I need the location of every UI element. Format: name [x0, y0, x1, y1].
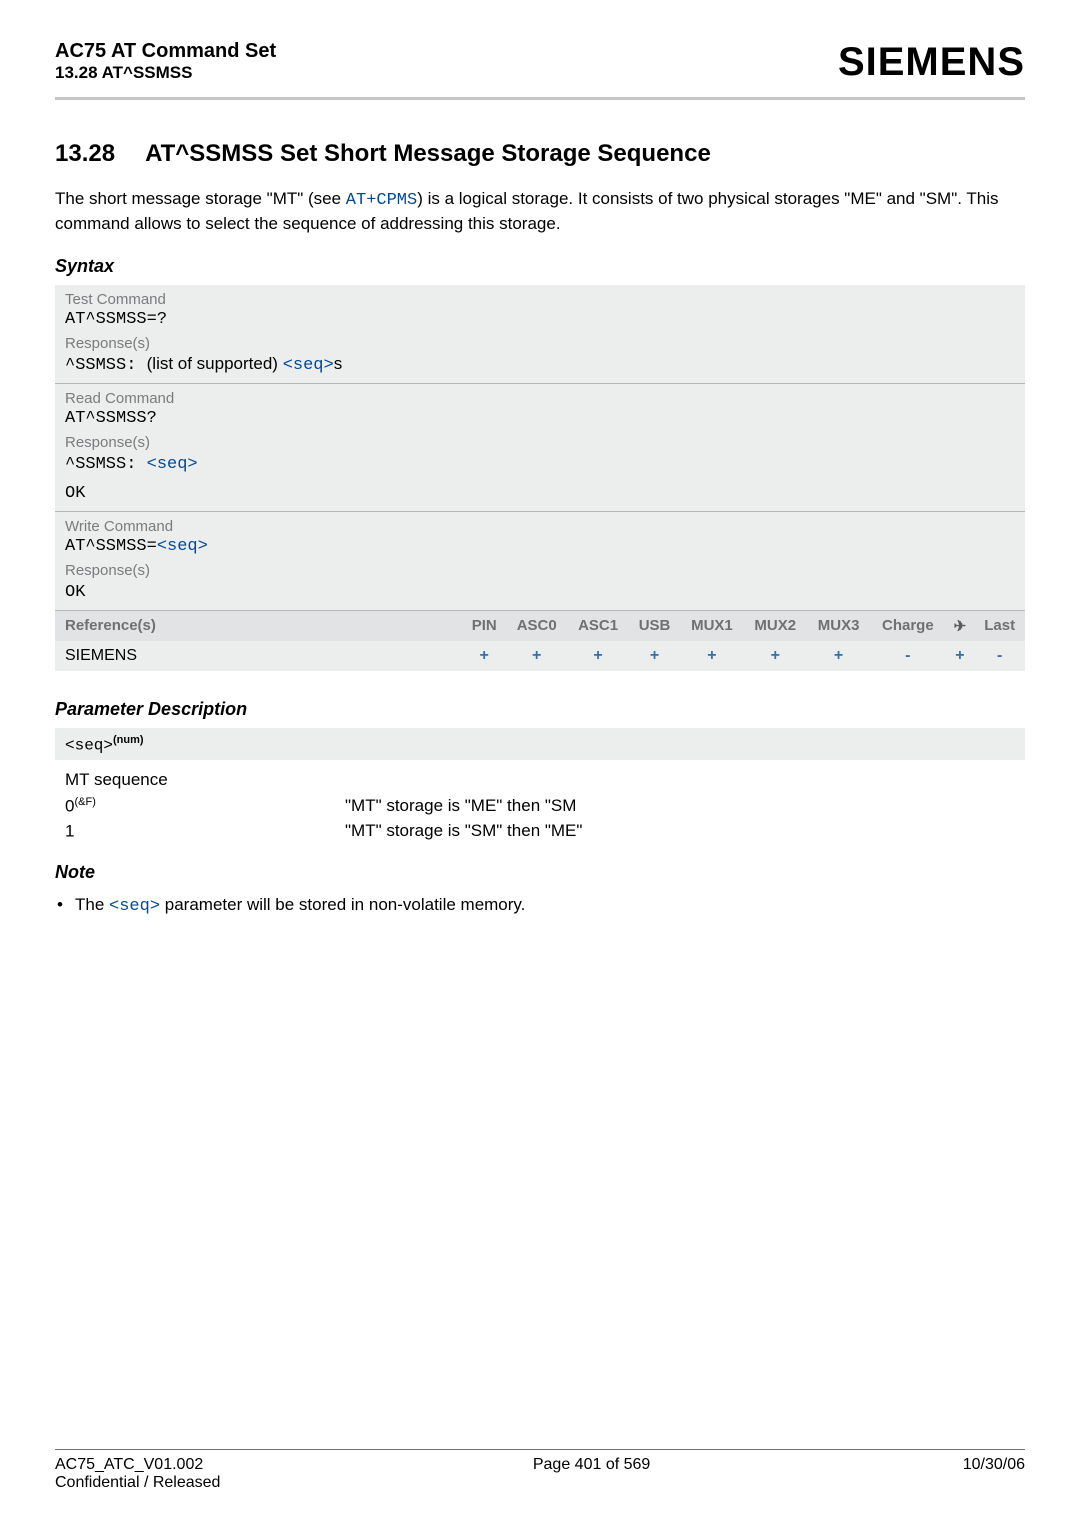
- value-desc-0: "MT" storage is "ME" then "SM: [345, 796, 576, 817]
- read-command-label: Read Command: [55, 384, 1025, 407]
- note-param-seq: <seq>: [109, 897, 160, 916]
- read-resp-prefix: ^SSMSS:: [65, 455, 147, 474]
- ref-col-mux2: MUX2: [744, 611, 807, 641]
- read-response-line2: OK: [55, 482, 1025, 511]
- doc-subtitle: 13.28 AT^SSMSS: [55, 63, 276, 83]
- ref-col-mux1: MUX1: [680, 611, 743, 641]
- write-cmd-param: <seq>: [157, 537, 208, 556]
- page-footer: AC75_ATC_V01.002 Confidential / Released…: [55, 1449, 1025, 1492]
- test-command: AT^SSMSS=?: [55, 308, 1025, 335]
- write-command-label: Write Command: [55, 512, 1025, 535]
- test-resp-mid: (list of supported): [147, 354, 283, 373]
- read-response-line1: ^SSMSS: <seq>: [55, 451, 1025, 482]
- read-resp-ok: OK: [65, 484, 85, 503]
- ref-val-1: +: [506, 641, 567, 671]
- footer-confidential: Confidential / Released: [55, 1474, 220, 1492]
- test-resp-param: <seq>: [283, 356, 334, 375]
- footer-divider: [55, 1449, 1025, 1450]
- test-response: ^SSMSS: (list of supported) <seq>s: [55, 352, 1025, 383]
- value-key-0-sup: (&F): [74, 796, 95, 808]
- ref-val-9: -: [974, 641, 1025, 671]
- ref-col-asc0: ASC0: [506, 611, 567, 641]
- ref-col-charge: Charge: [870, 611, 945, 641]
- ref-col-asc1: ASC1: [567, 611, 628, 641]
- section-heading: 13.28 AT^SSMSS Set Short Message Storage …: [55, 140, 1025, 168]
- syntax-block: Test Command AT^SSMSS=? Response(s) ^SSM…: [55, 285, 1025, 671]
- ref-val-6: +: [807, 641, 870, 671]
- ref-col-plane: ✈: [945, 611, 974, 641]
- ref-col-last: Last: [974, 611, 1025, 641]
- read-command: AT^SSMSS?: [55, 407, 1025, 434]
- test-response-label: Response(s): [55, 335, 1025, 352]
- footer-date: 10/30/06: [963, 1456, 1025, 1492]
- write-cmd-prefix: AT^SSMSS=: [65, 537, 157, 556]
- header-left: AC75 AT Command Set 13.28 AT^SSMSS: [55, 40, 276, 83]
- airplane-icon: ✈: [954, 617, 967, 635]
- read-resp-param: <seq>: [147, 455, 198, 474]
- note-pre: The: [75, 895, 109, 914]
- doc-title: AC75 AT Command Set: [55, 40, 276, 63]
- mt-sequence-label: MT sequence: [55, 766, 1025, 794]
- value-row-0: 0(&F) "MT" storage is "ME" then "SM: [55, 794, 1025, 819]
- ref-val-7: -: [870, 641, 945, 671]
- footer-version: AC75_ATC_V01.002: [55, 1456, 220, 1474]
- write-response-label: Response(s): [55, 562, 1025, 579]
- intro-paragraph: The short message storage "MT" (see AT+C…: [55, 188, 1025, 236]
- header-divider: [55, 97, 1025, 100]
- test-command-label: Test Command: [55, 285, 1025, 308]
- write-response: OK: [55, 579, 1025, 610]
- write-command-group: Write Command AT^SSMSS=<seq> Response(s)…: [55, 512, 1025, 611]
- ref-header-row: Reference(s) PIN ASC0 ASC1 USB MUX1 MUX2…: [55, 611, 1025, 641]
- test-resp-prefix: ^SSMSS:: [65, 356, 147, 375]
- ref-val-2: +: [567, 641, 628, 671]
- read-command-group: Read Command AT^SSMSS? Response(s) ^SSMS…: [55, 384, 1025, 512]
- ref-val-4: +: [680, 641, 743, 671]
- value-key-0: 0(&F): [65, 796, 345, 817]
- value-row-1: 1 "MT" storage is "SM" then "ME": [55, 819, 1025, 844]
- note-post: parameter will be stored in non-volatile…: [160, 895, 525, 914]
- syntax-heading: Syntax: [55, 256, 1025, 277]
- write-command: AT^SSMSS=<seq>: [55, 535, 1025, 562]
- ref-head-left: Reference(s): [55, 611, 462, 641]
- test-resp-suffix: s: [334, 354, 343, 373]
- value-desc-1: "MT" storage is "SM" then "ME": [345, 821, 582, 842]
- value-key-1-num: 1: [65, 822, 74, 841]
- read-response-label: Response(s): [55, 434, 1025, 451]
- ref-col-pin: PIN: [462, 611, 506, 641]
- write-resp-ok: OK: [65, 583, 85, 602]
- section-number: 13.28: [55, 140, 115, 168]
- param-seq: <seq>: [65, 736, 113, 754]
- note-item: The <seq> parameter will be stored in no…: [55, 891, 1025, 916]
- ref-col-mux3: MUX3: [807, 611, 870, 641]
- brand-logo: SIEMENS: [838, 40, 1025, 85]
- footer-page: Page 401 of 569: [533, 1456, 650, 1492]
- ref-val-5: +: [744, 641, 807, 671]
- intro-pre: The short message storage "MT" (see: [55, 189, 346, 208]
- ref-col-usb: USB: [629, 611, 681, 641]
- value-key-1: 1: [65, 821, 345, 842]
- param-seq-box: <seq>(num): [55, 728, 1025, 760]
- param-desc-heading: Parameter Description: [55, 699, 1025, 720]
- footer-row: AC75_ATC_V01.002 Confidential / Released…: [55, 1456, 1025, 1492]
- reference-table: Reference(s) PIN ASC0 ASC1 USB MUX1 MUX2…: [55, 611, 1025, 671]
- note-section: Note The <seq> parameter will be stored …: [55, 862, 1025, 916]
- section-title: AT^SSMSS Set Short Message Storage Seque…: [145, 140, 711, 167]
- page-header: AC75 AT Command Set 13.28 AT^SSMSS SIEME…: [55, 40, 1025, 97]
- param-seq-sup: (num): [113, 734, 144, 746]
- note-heading: Note: [55, 862, 1025, 883]
- ref-val-0: +: [462, 641, 506, 671]
- ref-body-row: SIEMENS + + + + + + + - + -: [55, 641, 1025, 671]
- ref-val-8: +: [945, 641, 974, 671]
- footer-left: AC75_ATC_V01.002 Confidential / Released: [55, 1456, 220, 1492]
- ref-row-left: SIEMENS: [55, 641, 462, 671]
- ref-val-3: +: [629, 641, 681, 671]
- test-command-group: Test Command AT^SSMSS=? Response(s) ^SSM…: [55, 285, 1025, 384]
- atcpms-link[interactable]: AT+CPMS: [346, 191, 417, 210]
